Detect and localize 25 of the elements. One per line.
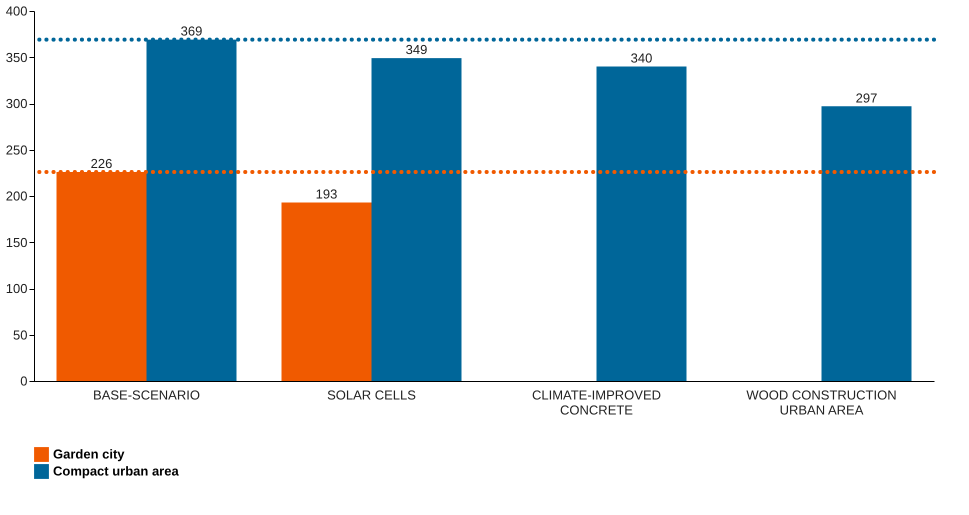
y-tick-label: 50: [13, 327, 28, 342]
data-label: 340: [630, 50, 652, 66]
x-tick-label: BASE-SCENARIO: [93, 388, 200, 402]
y-tick-label: 250: [6, 142, 28, 158]
y-tick-label: 300: [6, 96, 28, 111]
bar: [372, 58, 462, 381]
y-tick-label: 0: [20, 374, 28, 388]
x-tick-label: CLIMATE-IMPROVED CONCRETE: [532, 388, 662, 418]
x-tick-label: WOOD CONSTRUCTION URBAN AREA: [746, 388, 897, 418]
legend-label: Compact urban area: [53, 464, 180, 478]
y-tick-label: 100: [6, 281, 28, 296]
y-tick-label: 350: [6, 50, 28, 65]
data-label: 297: [856, 90, 878, 106]
bar: [822, 106, 912, 381]
data-label: 193: [316, 186, 338, 202]
x-tick-label: SOLAR CELLS: [327, 388, 416, 402]
data-label: 226: [90, 156, 112, 171]
legend-label: Garden city: [53, 446, 126, 462]
y-tick-label: 400: [6, 4, 28, 18]
y-tick-label: 150: [6, 234, 28, 250]
y-tick-label: 200: [6, 188, 28, 204]
data-label: 349: [406, 42, 428, 58]
bar: [282, 202, 372, 381]
data-label: 369: [180, 24, 202, 39]
bar: [596, 66, 686, 381]
